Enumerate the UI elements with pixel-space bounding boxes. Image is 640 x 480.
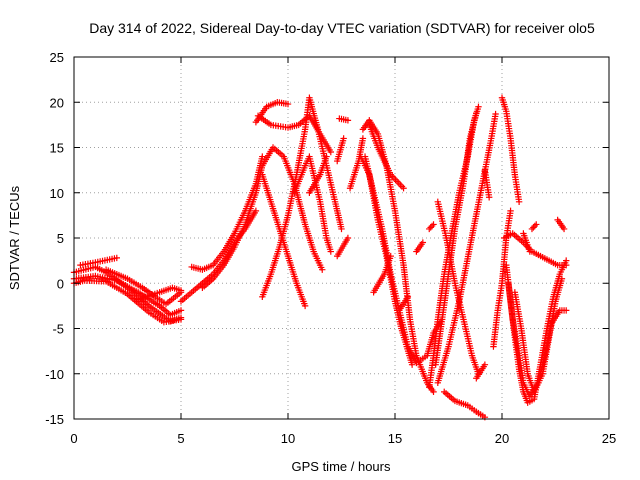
- data-point: [426, 225, 433, 233]
- data-point: [177, 307, 185, 314]
- series-track-35: [481, 166, 493, 201]
- data-point: [408, 361, 416, 368]
- series-track-40: [511, 275, 566, 396]
- series-track-37: [500, 230, 570, 269]
- data-point: [177, 316, 185, 323]
- data-point: [473, 109, 480, 117]
- data-point: [531, 222, 539, 230]
- data-point: [563, 257, 570, 264]
- data-point: [530, 224, 537, 231]
- series-track-16: [334, 135, 347, 165]
- data-point: [359, 135, 367, 142]
- series-track-22: [366, 121, 407, 192]
- series-track-17: [334, 234, 352, 260]
- data-point: [340, 135, 347, 142]
- data-point: [485, 194, 493, 201]
- data-point: [259, 153, 266, 160]
- data-point: [319, 266, 326, 273]
- data-points: [70, 94, 570, 421]
- data-point: [533, 221, 540, 228]
- data-point: [563, 307, 570, 314]
- series-track-26: [413, 239, 427, 255]
- y-tick-label: 15: [50, 141, 64, 156]
- series-track-43: [554, 216, 568, 233]
- series-track-32: [441, 388, 489, 421]
- x-tick-label: 10: [281, 431, 295, 446]
- series-track-24: [370, 252, 394, 296]
- data-point: [400, 185, 407, 192]
- series-track-04: [77, 254, 120, 269]
- series-track-23: [361, 153, 446, 367]
- x-axis-label: GPS time / hours: [292, 459, 391, 474]
- x-tick-labels: 0 5 10 15 20 25: [70, 431, 616, 446]
- data-point: [481, 361, 489, 368]
- y-tick-label: 25: [50, 50, 64, 65]
- data-point: [252, 207, 260, 215]
- series-track-27: [426, 221, 437, 233]
- data-point: [344, 234, 352, 242]
- x-tick-label: 5: [177, 431, 184, 446]
- series-track-30: [432, 109, 480, 368]
- data-point: [428, 222, 436, 230]
- x-tick-label: 25: [602, 431, 616, 446]
- y-tick-labels: -15 -10 -5 0 5 10 15 20 25: [45, 50, 64, 427]
- data-point: [419, 239, 427, 246]
- series-track-09: [199, 144, 326, 291]
- data-point: [284, 100, 292, 108]
- data-point: [475, 103, 482, 110]
- series-track-36: [498, 94, 523, 205]
- data-point: [404, 293, 412, 301]
- data-point: [327, 148, 334, 156]
- series-track-15: [306, 153, 330, 196]
- axis-ticks: [73, 56, 610, 420]
- y-tick-label: 10: [50, 186, 64, 201]
- series-track-25: [396, 293, 412, 314]
- data-point: [560, 225, 568, 233]
- x-tick-label: 0: [70, 431, 77, 446]
- series-track-33: [473, 361, 489, 382]
- data-point: [301, 302, 309, 310]
- series-track-42: [528, 221, 540, 233]
- y-axis-label: SDTVAR / TECUs: [7, 185, 22, 290]
- series-track-31: [434, 110, 499, 386]
- series-track-10: [252, 99, 292, 126]
- data-point: [515, 198, 523, 205]
- x-tick-label: 20: [495, 431, 509, 446]
- data-point: [507, 207, 514, 215]
- series-track-29: [426, 103, 482, 391]
- data-point: [327, 248, 334, 255]
- data-point: [177, 287, 185, 294]
- y-tick-label: 0: [57, 276, 64, 291]
- data-point: [427, 224, 434, 231]
- series-track-03: [70, 277, 185, 326]
- data-point: [323, 153, 330, 160]
- data-point: [558, 275, 566, 282]
- y-tick-label: -15: [45, 412, 64, 427]
- data-point: [526, 248, 534, 255]
- y-tick-label: -5: [52, 322, 64, 337]
- data-point: [338, 225, 345, 233]
- series-track-14: [291, 153, 334, 255]
- series-track-41: [520, 230, 534, 255]
- data-point: [387, 252, 394, 260]
- series-track-06: [135, 284, 185, 303]
- y-tick-label: 5: [57, 231, 64, 246]
- y-tick-label: 20: [50, 95, 64, 110]
- data-point: [430, 388, 437, 396]
- data-point: [528, 225, 536, 233]
- x-tick-label: 15: [388, 431, 402, 446]
- chart-title: Day 314 of 2022, Sidereal Day-to-day VTE…: [89, 20, 595, 36]
- series-track-18: [336, 115, 352, 124]
- data-point: [430, 221, 437, 228]
- y-tick-label: -10: [45, 367, 64, 382]
- data-point: [344, 117, 352, 124]
- data-point: [492, 110, 499, 118]
- data-point: [113, 254, 120, 262]
